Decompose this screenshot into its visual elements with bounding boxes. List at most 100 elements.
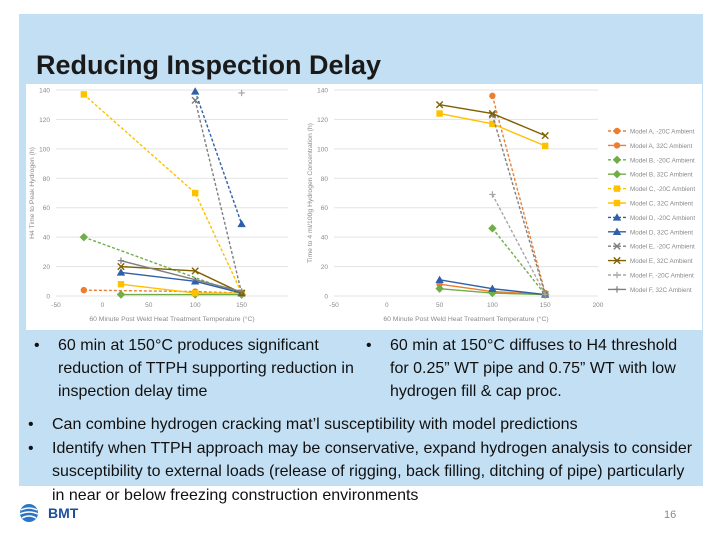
series-line (491, 114, 546, 295)
series-model-f-20c-ambient (489, 191, 549, 298)
series-line (439, 104, 546, 137)
point-marker (613, 142, 621, 149)
y-tick-label: 100 (39, 146, 50, 153)
y-tick-label: 0 (324, 294, 328, 301)
point-marker (192, 289, 199, 297)
series-model-b-20c-ambient (488, 224, 550, 299)
slide-title: Reducing Inspection Delay (36, 50, 382, 80)
series-model-c-32c-ambient (436, 110, 549, 150)
bullet-dot: • (34, 337, 40, 354)
series-line (194, 100, 243, 294)
legend-label: Model C, 32C Ambient (630, 201, 693, 208)
y-tick-label: 0 (46, 294, 50, 301)
bullet-text: Can combine hydrogen cracking mat’l susc… (52, 416, 578, 433)
series-model-f-32c-ambient (117, 257, 245, 295)
point-marker (488, 111, 497, 119)
bullet-text: 60 min at 150°C produces significant red… (58, 337, 354, 400)
series-line (194, 91, 243, 225)
point-marker (488, 109, 497, 118)
x-axis-title: 60 Minute Post Weld Heat Treatment Tempe… (383, 315, 548, 323)
bmt-logo: BMT (18, 502, 78, 524)
legend-label: Model D, 32C Ambient (630, 229, 693, 236)
x-tick-label: 0 (101, 302, 105, 309)
point-marker (612, 170, 622, 179)
chart-legend: Model A, -20C Ambient Model A, 32C Ambien… (608, 127, 695, 294)
point-marker (489, 120, 496, 128)
x-tick-label: 150 (236, 302, 247, 309)
x-tick-label: -50 (329, 302, 339, 309)
legend-label: Model C, -20C Ambient (630, 186, 695, 193)
legend-label: Model F, -20C Ambient (630, 273, 694, 280)
point-marker (80, 91, 88, 98)
point-marker (488, 284, 497, 292)
y-tick-label: 40 (321, 235, 329, 242)
point-marker (116, 268, 126, 276)
point-marker (613, 185, 621, 192)
y-tick-label: 40 (43, 235, 51, 242)
bullet-dot: • (28, 416, 34, 433)
series-model-a-20c-ambient (489, 92, 549, 297)
series-line (83, 93, 243, 294)
y-tick-label: 20 (321, 264, 329, 271)
point-marker (191, 87, 200, 95)
x-axis-title: 60 Minute Post Weld Heat Treatment Tempe… (89, 315, 254, 323)
point-marker (613, 199, 621, 207)
legend-label: Model F, 32C Ambient (630, 287, 692, 294)
y-axis-title: Time to 4 ml/100g Hydrogen Concentration… (307, 123, 314, 263)
bullet-dot: • (366, 337, 372, 354)
legend-label: Model D, -20C Ambient (630, 215, 695, 222)
series-model-e-32c-ambient (435, 101, 549, 140)
x-tick-label: 200 (593, 302, 604, 309)
point-marker (117, 262, 125, 271)
y-tick-label: 20 (43, 264, 51, 271)
legend-label: Model E, -20C Ambient (630, 244, 695, 251)
point-marker (541, 131, 549, 140)
point-marker (237, 219, 246, 228)
y-tick-label: 60 (321, 205, 329, 212)
bullet-text: 60 min at 150°C diffuses to H4 threshold… (390, 337, 678, 400)
point-marker (116, 290, 126, 299)
point-marker (80, 286, 88, 294)
series-model-f-20c-ambient (238, 89, 245, 97)
series-model-d-20c-ambient (191, 87, 246, 228)
point-marker (435, 101, 444, 109)
bullet-text: Identify when TTPH approach may be conse… (52, 439, 693, 504)
legend-label: Model E, 32C Ambient (630, 258, 693, 265)
y-tick-label: 120 (39, 117, 50, 124)
point-marker (613, 256, 621, 265)
point-marker (191, 277, 200, 285)
point-marker (436, 110, 443, 117)
y-tick-label: 100 (317, 146, 328, 153)
chart-panel: 0 20 40 60 80 100 120 140 -50 0 50 100 150 60 Minute … (26, 84, 702, 330)
y-axis-title: H4 Time to Peak Hydrogen (h) (29, 147, 36, 239)
point-marker (191, 96, 199, 104)
y-tick-label: 80 (321, 176, 329, 183)
legend-label: Model A, 32C Ambient (630, 143, 693, 150)
point-marker (612, 155, 622, 164)
point-marker (613, 242, 621, 250)
point-marker (79, 232, 89, 242)
bullet-top-right: • 60 min at 150°C diffuses to H4 threshol… (366, 334, 698, 403)
legend-label: Model B, -20C Ambient (630, 157, 695, 164)
point-marker (192, 189, 199, 197)
x-tick-label: 50 (436, 302, 444, 309)
point-marker (613, 127, 621, 135)
series-line (83, 236, 242, 296)
point-marker (191, 267, 199, 275)
x-tick-label: 50 (145, 302, 153, 309)
point-marker (435, 284, 444, 293)
point-marker (612, 213, 622, 221)
y-tick-label: 140 (317, 88, 328, 95)
legend-label: Model A, -20C Ambient (630, 129, 695, 136)
bullet-top-left: • 60 min at 150°C produces significant re… (34, 334, 364, 403)
globe-icon (19, 504, 39, 522)
y-tick-label: 60 (43, 205, 51, 212)
x-tick-label: 100 (190, 302, 201, 309)
x-tick-label: 100 (487, 302, 498, 309)
x-tick-label: 150 (540, 302, 551, 309)
point-marker (435, 275, 444, 284)
series-line (120, 260, 242, 293)
logo-text: BMT (48, 505, 79, 521)
